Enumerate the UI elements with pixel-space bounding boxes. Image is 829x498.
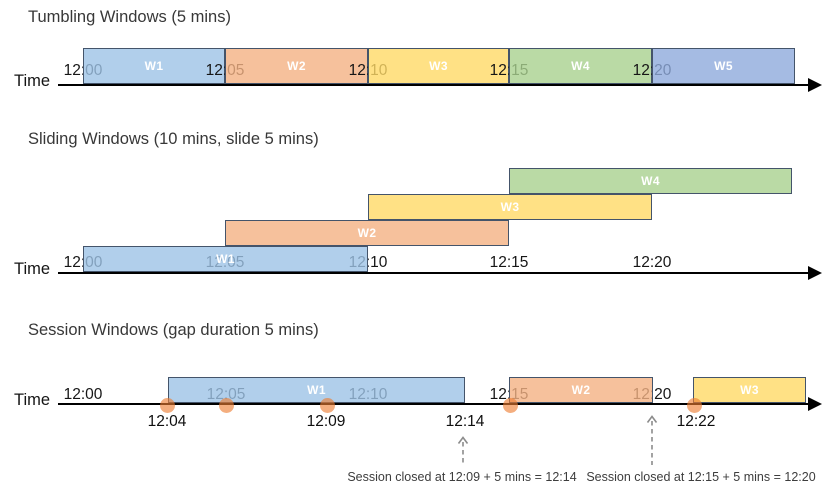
- window-box-tumbling-w5: W5: [652, 48, 795, 84]
- window-label: W3: [429, 59, 448, 73]
- window-box-sliding-w2: W2: [225, 220, 509, 246]
- window-box-tumbling-w3: W3: [368, 48, 509, 84]
- window-label: W5: [714, 59, 733, 73]
- window-box-tumbling-w1: W1: [83, 48, 225, 84]
- window-box-tumbling-w4: W4: [509, 48, 652, 84]
- tick-label: 12:15: [489, 254, 529, 271]
- axis-arrowhead-icon: [808, 397, 822, 411]
- window-box-sliding-w1: W1: [83, 246, 368, 272]
- window-label: W1: [144, 59, 164, 73]
- time-axis-line-sliding: [58, 272, 808, 274]
- time-axis-line-tumbling: [58, 84, 808, 86]
- session-callout-text: Session closed at 12:15 + 5 mins = 12:20: [586, 470, 816, 484]
- event-dot: [686, 397, 702, 413]
- window-label: W2: [357, 226, 377, 240]
- window-label: W4: [641, 174, 660, 188]
- window-box-session-w1: W1: [168, 377, 465, 403]
- time-axis-line-session: [58, 403, 808, 405]
- window-box-sliding-w3: W3: [368, 194, 652, 220]
- event-time-label: 12:04: [147, 413, 187, 430]
- window-label: W3: [500, 200, 520, 214]
- section-title-tumbling: Tumbling Windows (5 mins): [28, 8, 231, 26]
- time-axis-label-tumbling: Time: [14, 72, 51, 90]
- tick-label: 12:00: [63, 386, 103, 403]
- window-box-tumbling-w2: W2: [225, 48, 368, 84]
- time-axis-label-sliding: Time: [14, 260, 51, 278]
- window-label: W4: [571, 59, 590, 73]
- dashed-arrow-icon: [645, 415, 659, 466]
- tick-label: 12:20: [632, 254, 672, 271]
- window-box-session-w2: W2: [509, 377, 653, 403]
- window-label: W1: [307, 383, 326, 397]
- section-title-sliding: Sliding Windows (10 mins, slide 5 mins): [28, 130, 319, 148]
- event-time-label: 12:14: [445, 413, 485, 430]
- window-box-sliding-w4: W4: [509, 168, 792, 194]
- event-dot: [502, 397, 518, 413]
- event-time-label: 12:22: [676, 413, 716, 430]
- window-label: W2: [571, 383, 591, 397]
- window-label: W3: [740, 383, 759, 397]
- window-box-session-w3: W3: [693, 377, 806, 403]
- dashed-arrow-icon: [456, 436, 470, 466]
- event-dot: [159, 397, 175, 413]
- window-label: W1: [216, 252, 235, 266]
- axis-arrowhead-icon: [808, 78, 822, 92]
- event-time-label: 12:09: [306, 413, 346, 430]
- event-dot: [218, 397, 234, 413]
- session-callout-text: Session closed at 12:09 + 5 mins = 12:14: [347, 470, 577, 484]
- event-dot: [319, 397, 335, 413]
- section-title-session: Session Windows (gap duration 5 mins): [28, 321, 319, 339]
- axis-arrowhead-icon: [808, 266, 822, 280]
- time-axis-label-session: Time: [14, 391, 51, 409]
- window-label: W2: [287, 59, 306, 73]
